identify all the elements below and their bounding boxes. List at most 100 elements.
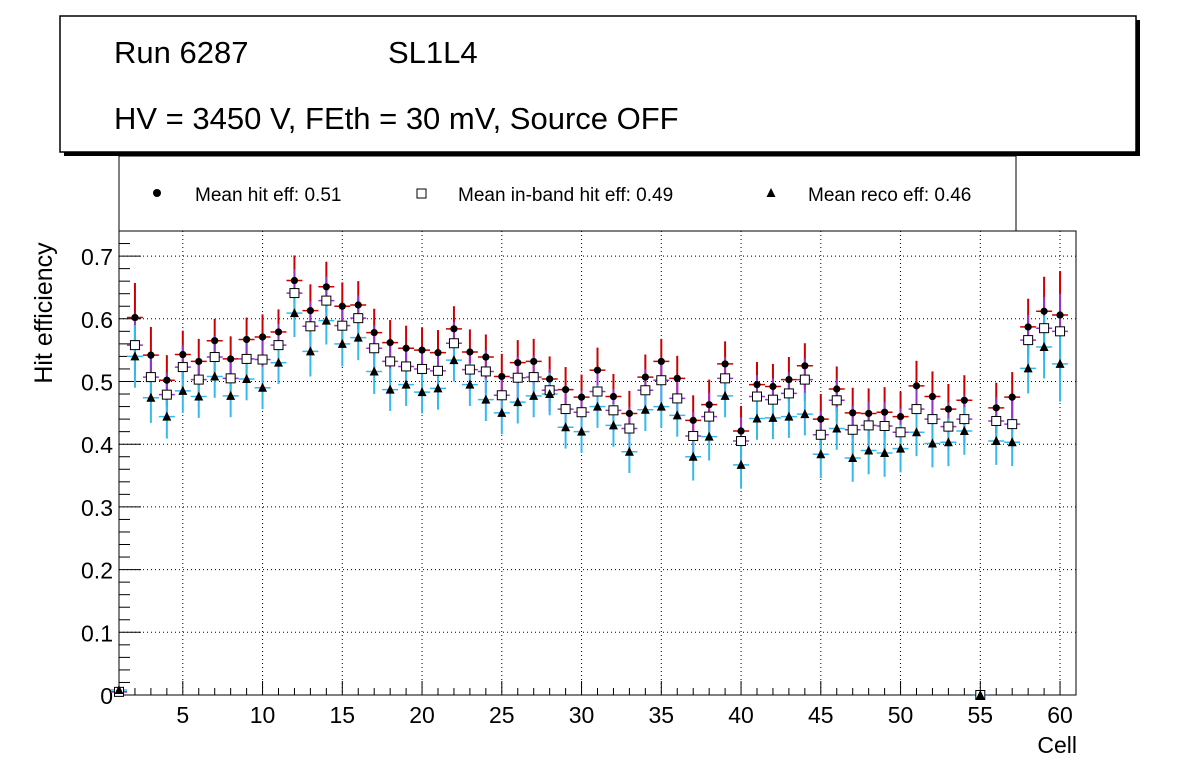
data-point-reco-eff xyxy=(513,397,523,407)
x-axis-label: Cell xyxy=(1037,732,1077,758)
data-point-hit-eff xyxy=(673,374,681,382)
data-point-inband-eff xyxy=(512,372,523,383)
y-tick-label: 0.6 xyxy=(81,307,113,333)
data-point-hit-eff xyxy=(450,325,458,333)
data-point-inband-eff xyxy=(129,340,140,351)
data-point-hit-eff xyxy=(992,404,1000,412)
legend-label-reco: Mean reco eff: 0.46 xyxy=(808,185,971,206)
data-point-hit-eff xyxy=(609,392,618,401)
data-point-inband-eff xyxy=(704,411,715,422)
title-box-frame xyxy=(59,15,1137,153)
data-point-reco-eff xyxy=(959,426,969,436)
data-point-reco-eff xyxy=(593,401,602,411)
legend-triangle-marker xyxy=(766,188,776,197)
data-point-hit-eff xyxy=(147,351,155,359)
y-tick-label: 0.7 xyxy=(81,244,113,270)
data-point-reco-eff xyxy=(816,449,826,459)
data-point-reco-eff xyxy=(561,422,571,432)
x-tick-label: 45 xyxy=(808,702,834,728)
data-point-reco-eff xyxy=(752,413,762,423)
data-point-inband-eff xyxy=(177,362,188,373)
y-tick-label: 0.2 xyxy=(81,558,113,584)
x-tick-label: 10 xyxy=(250,702,276,728)
data-point-hit-eff xyxy=(306,307,314,315)
data-point-hit-eff xyxy=(546,375,554,383)
data-point-hit-eff xyxy=(258,333,267,341)
x-tick-label: 15 xyxy=(330,702,356,728)
data-point-hit-eff xyxy=(163,376,171,384)
data-point-hit-eff xyxy=(514,359,522,367)
x-tick-label: 5 xyxy=(176,702,189,728)
data-point-hit-eff xyxy=(227,355,235,363)
data-point-reco-eff xyxy=(927,438,937,448)
data-point-reco-eff xyxy=(258,382,268,392)
data-point-inband-eff xyxy=(385,356,396,367)
data-point-inband-eff xyxy=(672,393,683,404)
data-point-reco-eff xyxy=(1007,437,1017,447)
data-point-reco-eff xyxy=(1023,363,1033,373)
data-point-inband-eff xyxy=(799,374,810,385)
data-point-inband-eff xyxy=(480,366,491,377)
x-tick-label: 55 xyxy=(968,702,994,728)
data-point-hit-eff xyxy=(418,346,426,354)
data-point-inband-eff xyxy=(145,372,156,383)
data-point-reco-eff xyxy=(242,373,252,383)
data-point-reco-eff xyxy=(624,446,634,456)
data-point-reco-eff xyxy=(210,371,220,381)
x-tick-label: 60 xyxy=(1047,702,1073,728)
data-point-reco-eff xyxy=(178,385,188,395)
data-point-reco-eff xyxy=(529,390,539,400)
data-point-reco-eff xyxy=(991,436,1001,446)
data-point-reco-eff xyxy=(369,366,379,376)
data-point-inband-eff xyxy=(496,390,507,401)
data-point-inband-eff xyxy=(305,321,316,332)
data-point-inband-eff xyxy=(225,373,236,384)
data-point-inband-eff xyxy=(448,338,459,349)
data-point-inband-eff xyxy=(321,295,332,306)
data-point-inband-eff xyxy=(624,423,635,434)
data-point-reco-eff xyxy=(975,690,985,699)
data-point-reco-eff xyxy=(146,392,156,402)
data-point-reco-eff xyxy=(704,431,714,441)
data-point-hit-eff xyxy=(689,416,697,424)
data-point-reco-eff xyxy=(305,346,315,356)
data-point-inband-eff xyxy=(576,407,587,418)
data-point-inband-eff xyxy=(193,374,204,385)
data-point-inband-eff xyxy=(560,404,571,415)
data-point-hit-eff xyxy=(657,357,665,366)
data-point-hit-eff xyxy=(1008,393,1016,401)
data-point-hit-eff xyxy=(211,337,219,345)
data-point-inband-eff xyxy=(241,353,252,364)
legend-label-inband: Mean in-band hit eff: 0.49 xyxy=(458,185,673,206)
data-point-hit-eff xyxy=(498,372,506,381)
data-point-reco-eff xyxy=(768,412,778,422)
data-point-reco-eff xyxy=(289,308,299,318)
data-point-reco-eff xyxy=(449,355,459,365)
data-point-hit-eff xyxy=(753,381,761,389)
data-point-reco-eff xyxy=(401,379,411,389)
data-point-hit-eff xyxy=(896,413,905,421)
data-point-inband-eff xyxy=(1055,326,1066,337)
data-point-hit-eff xyxy=(928,392,937,401)
data-point-hit-eff xyxy=(562,386,570,394)
data-point-inband-eff xyxy=(417,363,428,374)
data-point-hit-eff xyxy=(944,405,953,413)
x-tick-label: 20 xyxy=(409,702,435,728)
data-point-inband-eff xyxy=(688,431,699,442)
data-point-inband-eff xyxy=(911,404,922,415)
data-point-hit-eff xyxy=(434,349,442,357)
data-point-hit-eff xyxy=(737,427,745,435)
data-point-hit-eff xyxy=(593,366,602,374)
x-tick-label: 50 xyxy=(888,702,914,728)
data-point-inband-eff xyxy=(927,414,938,425)
data-point-reco-eff xyxy=(417,387,427,397)
data-point-hit-eff xyxy=(131,313,139,322)
data-point-inband-eff xyxy=(1039,323,1050,334)
data-point-hit-eff xyxy=(625,409,634,418)
data-point-reco-eff xyxy=(912,427,921,437)
data-point-reco-eff xyxy=(736,459,746,469)
data-point-reco-eff xyxy=(1039,342,1049,351)
data-point-inband-eff xyxy=(736,436,747,447)
x-tick-label: 25 xyxy=(489,702,515,728)
data-point-reco-eff xyxy=(385,384,395,394)
